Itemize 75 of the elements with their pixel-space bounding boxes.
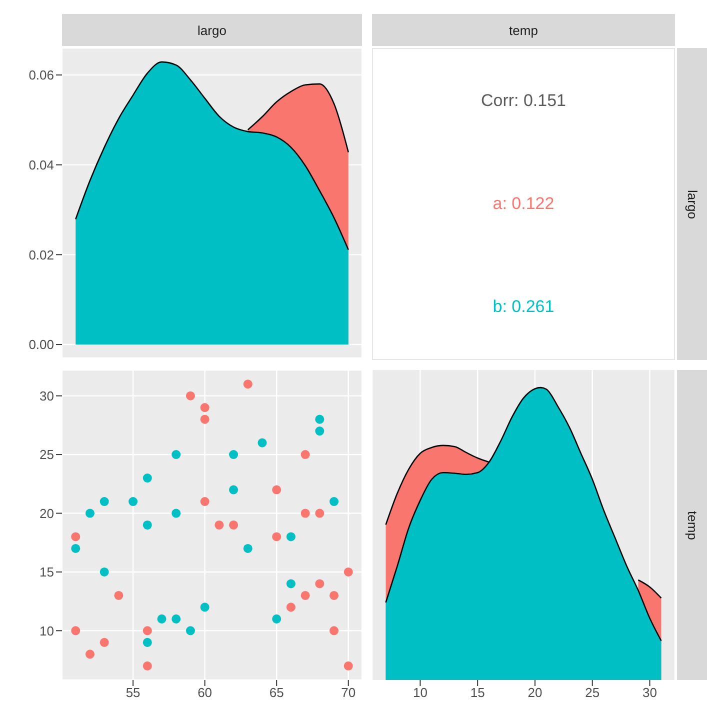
point: [286, 602, 296, 612]
x-tick-label: 60: [198, 685, 212, 700]
point: [128, 497, 138, 506]
x-tick-label: 55: [126, 685, 140, 700]
point: [200, 403, 210, 412]
point: [100, 497, 109, 506]
point: [315, 414, 324, 424]
point: [172, 508, 181, 518]
x-tick-label: 15: [470, 685, 485, 700]
point: [286, 579, 296, 588]
point: [200, 602, 210, 612]
x-tick-label: 25: [585, 685, 600, 700]
x-tick-label: 20: [528, 685, 542, 700]
point: [214, 520, 224, 530]
point: [300, 508, 310, 518]
point: [315, 426, 324, 436]
x-tick-label: 10: [412, 685, 428, 700]
text: Corr: 0.151: [480, 90, 568, 111]
point: [142, 626, 152, 636]
point: [71, 532, 80, 542]
point: [85, 508, 95, 518]
point: [142, 520, 152, 530]
x-tick-label: 30: [642, 685, 657, 700]
x-tick-label: 65: [269, 685, 284, 700]
y-tick-label: 0.06: [28, 68, 54, 83]
point: [329, 626, 339, 636]
point: [100, 638, 109, 647]
y-tick-label: 0.00: [28, 337, 54, 352]
point: [142, 474, 152, 483]
point: [142, 638, 152, 647]
point: [300, 590, 310, 600]
y-tick-label: 25: [40, 447, 54, 462]
point: [85, 650, 95, 659]
text: largo: [684, 190, 700, 218]
point: [272, 485, 282, 494]
point: [71, 626, 80, 636]
point: [243, 544, 252, 553]
point: [243, 380, 252, 389]
text: temp: [372, 14, 675, 46]
point: [329, 497, 339, 506]
point: [344, 661, 353, 670]
point: [200, 414, 210, 424]
point: [329, 590, 339, 600]
point: [186, 626, 195, 636]
point: [186, 391, 195, 400]
point: [272, 614, 282, 624]
y-tick-label: 20: [40, 506, 54, 521]
x-tick-label: 70: [341, 685, 356, 700]
y2-axis-title: temp: [684, 510, 700, 540]
point: [114, 590, 124, 600]
point: [172, 450, 181, 460]
y-tick-label: 10: [40, 623, 54, 638]
point: [100, 567, 109, 576]
point: [229, 520, 238, 530]
y-tick-label: 30: [40, 388, 54, 404]
point: [157, 614, 166, 624]
text: a: 0.122: [492, 194, 556, 214]
point: [258, 438, 267, 448]
point: [229, 450, 238, 460]
point: [315, 579, 324, 588]
point: [344, 567, 353, 576]
y-tick-label: 0.04: [28, 157, 54, 172]
point: [71, 544, 80, 553]
point: [300, 450, 310, 460]
text: b: 0.261: [492, 297, 556, 318]
point: [229, 485, 238, 494]
point: [272, 532, 282, 542]
point: [142, 661, 152, 670]
chart-title: largo: [62, 14, 362, 46]
point: [315, 508, 324, 518]
y-tick-label: 0.02: [28, 247, 54, 262]
y-tick-label: 15: [40, 564, 54, 580]
point: [172, 614, 181, 624]
point: [200, 497, 210, 506]
point: [286, 532, 296, 542]
